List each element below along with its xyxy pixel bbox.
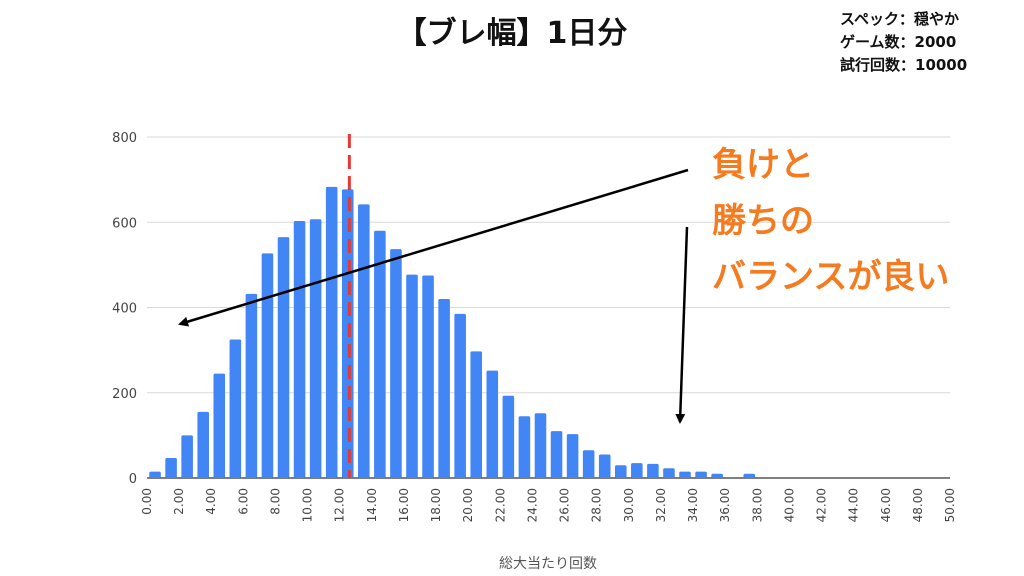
x-tick-label: 50.00 [943,488,957,522]
y-tick-label: 200 [112,387,137,402]
y-tick-label: 0 [129,472,137,487]
bar [358,204,370,478]
x-tick-label: 26.00 [558,488,572,522]
y-tick-label: 600 [112,216,137,231]
callout-line-3: バランスが良い [712,257,950,297]
bar [245,293,258,478]
x-tick-label: 24.00 [525,488,539,522]
annotation-callout: 負けと 勝ちの バランスが良い [712,137,1022,305]
arrow-to-left [178,168,689,327]
bar [374,230,386,478]
x-tick-label: 4.00 [204,488,218,515]
bar [213,373,226,478]
bar [518,416,531,478]
bar [422,275,434,478]
bar [647,463,659,478]
x-tick-label: 48.00 [911,488,925,522]
x-tick-label: 14.00 [365,488,379,522]
x-tick-label: 30.00 [622,488,636,522]
bar [309,219,322,479]
bar [277,237,290,478]
bar [502,395,515,478]
bar [390,249,402,478]
y-tick-label: 800 [112,131,137,146]
y-tick-label: 400 [112,302,137,317]
bar [261,253,274,478]
bar [341,189,354,478]
y-axis-ticks: 0 200 400 600 800 [112,131,137,487]
x-tick-label: 28.00 [590,488,604,522]
x-axis-label: 総大当たり回数 [499,556,597,572]
x-tick-label: 12.00 [333,488,347,522]
x-tick-label: 36.00 [718,488,732,522]
bar [582,450,595,478]
x-tick-label: 2.00 [172,488,186,515]
arrow-to-bottom [675,226,689,424]
x-tick-label: 10.00 [301,488,315,522]
x-tick-label: 40.00 [782,488,796,522]
x-tick-label: 22.00 [493,488,507,522]
bar [406,274,418,478]
x-tick-label: 20.00 [461,488,475,522]
callout-line-1: 負けと [712,145,814,185]
x-tick-label: 34.00 [686,488,700,522]
x-tick-label: 8.00 [268,488,282,515]
bar [614,465,627,478]
bar [663,468,675,478]
callout-line-2: 勝ちの [712,201,814,241]
bar [149,471,161,478]
x-tick-label: 46.00 [879,488,893,522]
bar [470,351,483,478]
bar [454,313,466,478]
bar [181,435,193,478]
spec-line-games: ゲーム数：2000 [840,33,957,51]
bar [197,411,209,478]
bar [631,463,643,478]
bar [325,186,338,478]
bar [598,454,611,478]
bar [679,471,691,478]
x-tick-label: 42.00 [815,488,829,522]
x-tick-label: 0.00 [140,488,154,515]
x-tick-label: 38.00 [750,488,764,522]
spec-line-trials: 試行回数：10000 [840,56,968,74]
x-tick-label: 44.00 [847,488,861,522]
bar [695,471,707,478]
bar [534,413,547,478]
bar [743,473,756,478]
spec-line-spec: スペック：穏やか [840,10,959,28]
x-tick-label: 32.00 [654,488,668,522]
bar-series [149,186,756,479]
spec-info: スペック：穏やか ゲーム数：2000 試行回数：10000 [840,8,1020,77]
bar [438,298,450,478]
x-tick-label: 18.00 [429,488,443,522]
x-tick-label: 6.00 [236,488,250,515]
bar [486,370,499,478]
bar [566,434,579,478]
bar [293,220,306,478]
x-axis-ticks: 0.00 2.00 4.00 6.00 8.00 10.00 12.00 14.00 16.00… [140,488,957,522]
x-tick-label: 16.00 [397,488,411,522]
bar [229,339,242,478]
chart-title: 【ブレ幅】1日分 [396,16,628,51]
bar [550,431,563,478]
bar [165,457,177,478]
bar [711,473,723,478]
annotation-arrows [178,168,689,424]
